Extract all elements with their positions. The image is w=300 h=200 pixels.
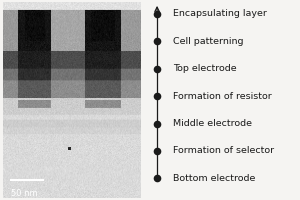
Text: Top electrode: Top electrode	[173, 64, 237, 73]
Text: Cell patterning: Cell patterning	[173, 37, 244, 46]
Text: 50 nm: 50 nm	[11, 189, 38, 198]
Text: Encapsulating layer: Encapsulating layer	[173, 9, 267, 18]
Text: Formation of selector: Formation of selector	[173, 146, 274, 155]
Text: Bottom electrode: Bottom electrode	[173, 174, 255, 183]
Text: Formation of resistor: Formation of resistor	[173, 92, 272, 101]
Text: Middle electrode: Middle electrode	[173, 119, 252, 128]
